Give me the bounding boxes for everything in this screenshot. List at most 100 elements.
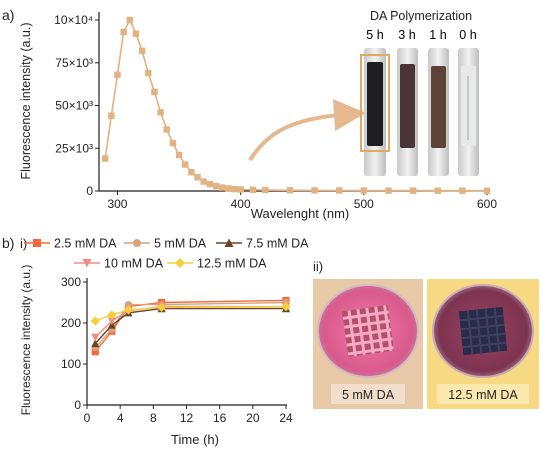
chartA-y-tick-label: 50×10³ xyxy=(55,99,93,113)
spectrum-point xyxy=(459,187,466,194)
spectrum-point xyxy=(132,30,140,37)
chartA-x-tick-label: 300 xyxy=(107,197,127,211)
vial-photo-title: DA Polymerization xyxy=(370,9,472,23)
chartB-y-tick-label: 200 xyxy=(61,316,81,330)
spectrum-point xyxy=(145,69,152,77)
spectrum-point xyxy=(175,151,183,159)
spectrum-point xyxy=(163,126,170,133)
spectrum-point xyxy=(151,88,158,96)
panel-a-letter: a) xyxy=(2,7,14,23)
curved-arrow-icon xyxy=(248,99,366,162)
chartA-y-tick-label: 10×10⁴ xyxy=(54,13,93,27)
series-2 xyxy=(91,304,291,348)
legend-item: 10 mM DA xyxy=(74,257,164,271)
vial-label-1h: 1 h xyxy=(429,28,446,42)
vial-label-5h: 5 h xyxy=(366,28,383,42)
series-point xyxy=(124,300,133,309)
dish-photo-right: 12.5 mM DA xyxy=(427,279,539,409)
chartA-y-axis-label: Fluorescence intensity (a.u.) xyxy=(19,22,33,179)
chartA-y-ticks: 0 25×10³ 50×10³ 75×10³ 10×10⁴ xyxy=(54,13,99,198)
series-point xyxy=(91,348,99,356)
series-point xyxy=(91,333,100,342)
series-point xyxy=(107,310,117,320)
vial-3h xyxy=(397,48,418,176)
chartB-y-tick-label: 300 xyxy=(61,275,81,289)
panel-b-letter: b) xyxy=(2,235,14,251)
spectrum-point xyxy=(385,187,392,194)
chartA-y-tick-label: 75×10³ xyxy=(55,56,93,70)
chartB-series xyxy=(90,296,291,356)
series-point xyxy=(281,302,291,312)
chartA-x-axis-label: Wavelenght (nm) xyxy=(251,206,350,221)
legend-marker xyxy=(82,259,92,268)
chartA-x-tick-label: 600 xyxy=(477,197,497,211)
spectrum-point xyxy=(311,187,318,194)
chartA-y-tick-label: 25×10³ xyxy=(55,141,93,155)
series-point xyxy=(107,317,116,326)
spectrum-chart: 0 25×10³ 50×10³ 75×10³ 10×10⁴ 300 400 500 600 F… xyxy=(19,12,497,221)
spectrum-point xyxy=(101,155,109,162)
chartA-y-tick-label: 0 xyxy=(86,184,93,198)
series-0 xyxy=(91,296,290,356)
series-point xyxy=(91,339,100,348)
spectrum-point xyxy=(138,47,146,54)
spectrum-point xyxy=(483,187,491,194)
chartB-y-ticks: 0 100 200 300 xyxy=(61,275,87,412)
panel-b-sub-ii: ii) xyxy=(313,259,323,274)
series-point xyxy=(90,316,100,326)
legend-item: 5 mM DA xyxy=(124,237,207,251)
dish-photo-left: 5 mM DA xyxy=(313,279,423,409)
spectrum-point xyxy=(157,109,164,116)
legend-marker xyxy=(33,239,41,247)
scaffold-grid-light xyxy=(342,305,394,357)
chartB-x-tick-label: 0 xyxy=(84,411,91,425)
legend-label: 5 mM DA xyxy=(154,237,207,251)
vial-highlight-box xyxy=(360,54,390,152)
dish-label-right: 12.5 mM DA xyxy=(448,388,518,402)
chartB-y-tick-label: 100 xyxy=(61,357,81,371)
legend-label: 12.5 mM DA xyxy=(197,257,267,271)
vial-label-0h: 0 h xyxy=(459,28,476,42)
spectrum-point xyxy=(120,28,127,36)
chartB-y-tick-label: 0 xyxy=(74,398,81,412)
legend-item: 12.5 mM DA xyxy=(167,257,267,271)
spectrum-point xyxy=(218,184,226,191)
chartB-x-tick-label: 20 xyxy=(246,411,260,425)
chartB-x-tick-label: 12 xyxy=(180,411,194,425)
chartA-x-tick-label: 400 xyxy=(231,197,251,211)
vial-photo: DA Polymerization 5 h 3 h 1 h 0 h xyxy=(360,9,479,176)
spectrum-point xyxy=(335,187,343,194)
spectrum-point xyxy=(409,187,417,194)
chartA-x-tick-label: 500 xyxy=(354,197,374,211)
spectrum-point xyxy=(182,161,189,168)
scaffold-grid-dark xyxy=(458,306,508,356)
vial-1h xyxy=(428,48,449,176)
spectrum-point xyxy=(237,186,244,193)
legend-label: 2.5 mM DA xyxy=(54,237,117,251)
vial-0h xyxy=(458,48,479,176)
spectrum-point xyxy=(126,16,133,24)
spectrum-point xyxy=(249,186,257,194)
spectrum-point xyxy=(108,112,115,119)
chartB-x-tick-label: 24 xyxy=(279,411,293,425)
spectrum-point xyxy=(434,187,441,194)
legend-label: 7.5 mM DA xyxy=(246,237,309,251)
series-4 xyxy=(90,302,291,326)
series-point xyxy=(123,305,134,315)
chartB-y-axis-label: Fluorescence intensity (a.u.) xyxy=(19,265,33,416)
legend-marker xyxy=(133,239,141,247)
spectrum-point xyxy=(360,187,368,194)
vial-label-3h: 3 h xyxy=(398,28,415,42)
spectrum-point xyxy=(225,185,232,192)
legend-marker xyxy=(224,238,234,247)
chartB-x-tick-label: 16 xyxy=(213,411,227,425)
chartB-x-ticks: 0 4 8 12 16 20 24 xyxy=(84,405,293,425)
spectrum-point xyxy=(286,187,294,194)
spectrum-points xyxy=(101,16,491,194)
spectrum-point xyxy=(262,186,269,194)
spectrum-point xyxy=(231,185,238,193)
spectrum-point xyxy=(194,174,201,181)
vial-5h xyxy=(364,48,386,176)
spectrum-point xyxy=(200,178,207,185)
